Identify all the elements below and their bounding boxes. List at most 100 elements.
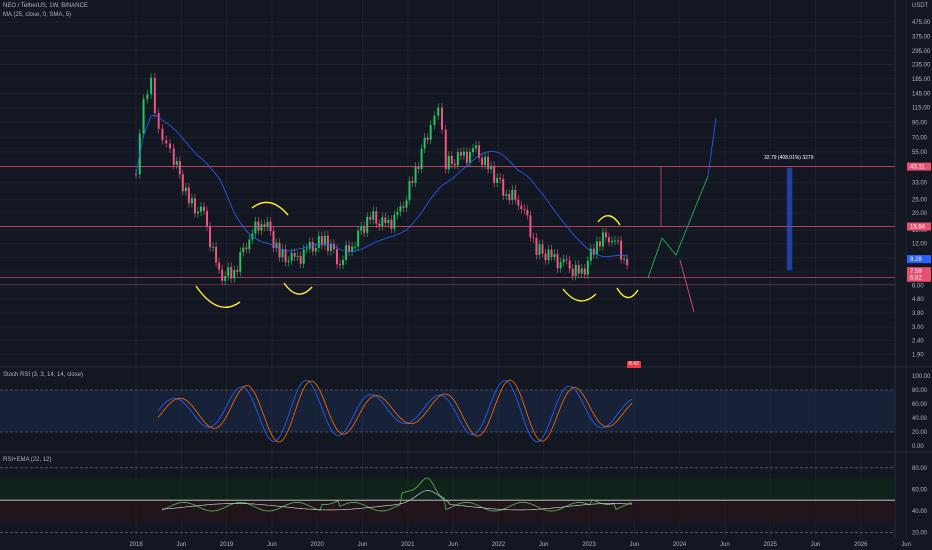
level-tag-text: 43.11 (910, 165, 925, 171)
candle-body (357, 230, 360, 247)
candle-body (571, 268, 574, 276)
projection-down-path (679, 259, 695, 313)
price-tick-label: 145.00 (912, 92, 931, 98)
candle-body (293, 252, 296, 257)
stoch-d-line (157, 379, 633, 443)
rsi-ema-series (161, 477, 633, 512)
time-tick-label: 2025 (764, 542, 778, 548)
price-tick-label: 235.00 (912, 62, 931, 68)
rsi-ema-title[interactable]: RSI+EMA (22, 12) (3, 457, 52, 463)
candle-body (326, 235, 329, 251)
candle-body (441, 107, 443, 130)
time-tick-label: 2021 (401, 542, 415, 548)
pattern-arc (283, 282, 313, 295)
candle-body (514, 189, 517, 200)
candle-body (339, 264, 341, 266)
projection-extension (707, 117, 717, 177)
candle-body (305, 248, 308, 250)
price-tick-label: 1.90 (912, 353, 924, 359)
candle-body (577, 265, 580, 274)
candle-body (583, 268, 586, 275)
candle-body (314, 247, 317, 252)
candle-body (502, 179, 505, 196)
candle-body (556, 253, 559, 269)
candle-body (218, 262, 221, 270)
candle-body (417, 166, 420, 169)
candle-body (242, 247, 245, 253)
price-axis[interactable]: 475.00 375.00 295.00 235.00 185.00 145.00 115.… (907, 20, 931, 537)
candle-body (369, 216, 372, 220)
rsi-lower-band (0, 500, 895, 522)
candle-body (335, 249, 338, 265)
price-tag-text: 7.59 (910, 269, 922, 275)
candle-body (221, 269, 224, 281)
candle-body (526, 210, 529, 216)
candle-body (450, 156, 453, 164)
currency-label: USDT (912, 3, 929, 9)
candle-body (272, 231, 275, 248)
candle-body (475, 145, 477, 149)
candle-body (465, 151, 468, 163)
candle-body (203, 206, 205, 211)
candle-body (257, 221, 260, 231)
candle-body (187, 187, 190, 204)
candle-body (559, 262, 562, 269)
candle-body (580, 268, 583, 274)
candle-body (399, 206, 402, 212)
candle-body (193, 198, 196, 214)
candle-body (456, 152, 459, 166)
candle-body (351, 246, 354, 252)
price-tick-label: 2.40 (912, 339, 924, 345)
price-tick-label: 3.00 (912, 325, 924, 331)
price-tick-label: 90.00 (912, 120, 928, 126)
candle-body (345, 245, 348, 260)
candle-body (592, 248, 595, 255)
candle-body (320, 236, 323, 246)
candle-body (157, 113, 160, 129)
time-axis[interactable]: 2018 Jun 2019 Jun 2020 Jun 2021 Jun 2022 Jun 2023 J… (129, 542, 911, 548)
price-tick-label: 115.00 (912, 106, 931, 112)
candle-body (541, 244, 544, 254)
candle-body (254, 221, 257, 234)
candle-body (426, 137, 429, 140)
candle-body (568, 260, 571, 269)
candle-body (281, 249, 284, 258)
time-tick-label: Jun (811, 542, 821, 548)
stoch-tick-label: 100.00 (912, 374, 931, 380)
candle-body (165, 140, 168, 144)
price-badge[interactable]: 8.42 (627, 361, 641, 368)
time-tick-label: 2020 (311, 542, 325, 548)
stoch-tick-label: 20.00 (912, 430, 928, 436)
candle-body (135, 174, 137, 176)
pattern-arc (195, 285, 241, 308)
candle-body (471, 148, 474, 153)
candle-body (387, 219, 390, 224)
candle-body (423, 137, 426, 149)
time-tick-label: 2018 (129, 542, 143, 548)
price-tick-label: 25.00 (912, 197, 928, 203)
pattern-arc (616, 287, 639, 299)
price-tick-label: 185.00 (912, 77, 931, 83)
price-tick-label: 12.00 (912, 242, 928, 248)
candle-body (459, 152, 462, 156)
price-tick-label: 3.80 (912, 311, 924, 317)
rsi-ema-line (161, 490, 633, 511)
candle-body (378, 223, 381, 226)
candle-body (275, 242, 278, 248)
candle-body (227, 267, 230, 277)
rsi-upper-band (0, 478, 895, 501)
ma-legend[interactable]: MA (25, close, 0, SMA, 5) (3, 12, 72, 18)
symbol-legend[interactable]: NEO / TetherUS, 1W, BINANCE (3, 3, 88, 9)
candle-body (172, 148, 175, 165)
candle-body (190, 198, 193, 204)
candle-body (574, 265, 577, 276)
stoch-rsi-series (157, 379, 633, 443)
level-tag (907, 222, 931, 231)
stoch-band (0, 390, 895, 432)
stoch-tick-label: 40.00 (912, 416, 928, 422)
stoch-rsi-title[interactable]: Stoch RSI (3, 3, 14, 14, close) (3, 372, 84, 378)
time-tick-label: Jun (448, 542, 458, 548)
price-tag-text: 6.82 (910, 276, 922, 282)
drawing-annotations (195, 117, 793, 313)
